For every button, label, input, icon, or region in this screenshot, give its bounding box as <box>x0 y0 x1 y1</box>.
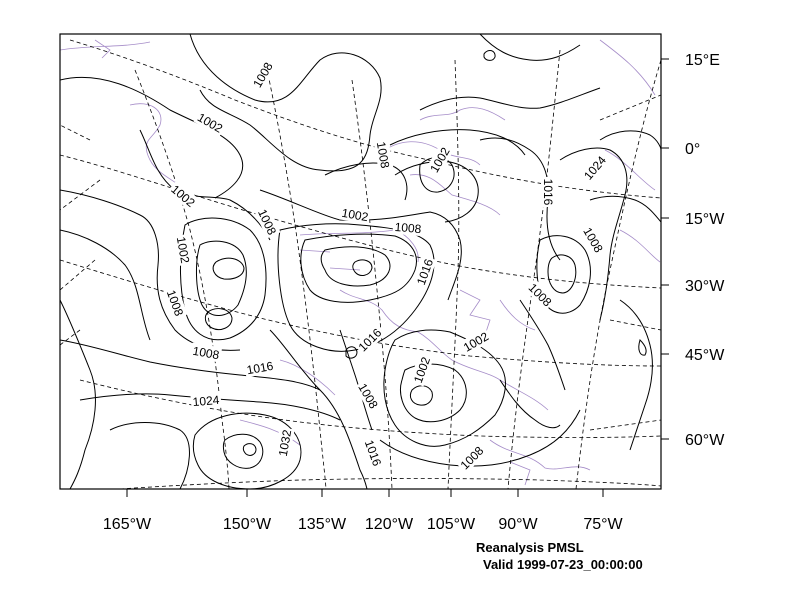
contour-label: 1024 <box>190 391 222 410</box>
bottom-axis-label-90w: 90°W <box>498 516 538 533</box>
coastlines <box>60 39 661 486</box>
bottom-axis-label-150w: 150°W <box>223 516 272 533</box>
contour-label: 1008 <box>455 441 488 474</box>
contour-label: 1032 <box>274 426 295 459</box>
bottom-axis-label-75w: 75°W <box>583 516 623 533</box>
contour-label-text: 1016 <box>246 359 275 377</box>
contour-label-text: 1008 <box>394 220 422 236</box>
valid-time: Valid 1999-07-23_00:00:00 <box>483 557 643 572</box>
right-axis-label-30w: 30°W <box>685 278 725 295</box>
contour-label-text: 1002 <box>174 236 192 265</box>
contour-label: 1002 <box>173 233 194 266</box>
contour-label-text: 1032 <box>276 428 294 457</box>
contour-label: 1008 <box>248 58 277 92</box>
contour-label: 1016 <box>353 323 386 356</box>
contour-label: 1008 <box>354 379 383 413</box>
contour-label: 1002 <box>425 143 454 177</box>
contour-label: 1016 <box>541 177 556 207</box>
contour-label: 1008 <box>579 223 608 257</box>
contour-label: 1002 <box>339 204 372 225</box>
right-axis-label-45w: 45°W <box>685 347 725 364</box>
contour-label-text: 1016 <box>362 438 384 468</box>
isobars <box>60 34 661 489</box>
contour-label: 1002 <box>409 353 434 387</box>
right-axis-label-0: 0° <box>685 141 700 158</box>
contour-label-text: 1008 <box>374 141 392 170</box>
plot-frame <box>59 33 662 490</box>
bottom-axis-label-120w: 120°W <box>365 516 414 533</box>
graticule <box>60 39 661 489</box>
contour-label: 1008 <box>392 218 424 237</box>
contour-label: 1002 <box>193 108 227 137</box>
contour-label-text: 1008 <box>164 288 186 318</box>
contour-label: 1008 <box>190 342 223 363</box>
right-axis-label-60w: 60°W <box>685 432 725 449</box>
right-axis: 15°E 0° 15°W 30°W 45°W 60°W <box>661 52 725 449</box>
contour-label: 1016 <box>243 357 276 378</box>
contour-label-text: 1016 <box>541 179 555 206</box>
contour-label: 1002 <box>167 180 200 212</box>
contour-label-text: 1002 <box>411 355 433 385</box>
contour-labels: 1008 1002 1008 1002 1008 1002 1008 1002 1008 1016… <box>163 58 611 474</box>
contour-label: 1008 <box>524 278 557 311</box>
contour-label-text: 1024 <box>192 393 220 409</box>
contour-label-text: 1008 <box>192 344 221 362</box>
bottom-axis: 165°W 150°W 135°W 120°W 105°W 90°W 75°W <box>103 489 624 533</box>
bottom-axis-label-135w: 135°W <box>298 516 347 533</box>
bottom-axis-label-165w: 165°W <box>103 516 152 533</box>
right-axis-label-15e: 15°E <box>685 52 720 69</box>
contour-label: 1024 <box>579 151 611 184</box>
right-axis-label-15w: 15°W <box>685 211 725 228</box>
contour-label: 1008 <box>163 286 188 320</box>
bottom-axis-label-105w: 105°W <box>427 516 476 533</box>
contour-label: 1002 <box>459 327 493 356</box>
map-title: Reanalysis PMSL <box>476 540 584 555</box>
contour-label: 1008 <box>373 138 394 171</box>
contour-label-text: 1002 <box>341 206 370 224</box>
